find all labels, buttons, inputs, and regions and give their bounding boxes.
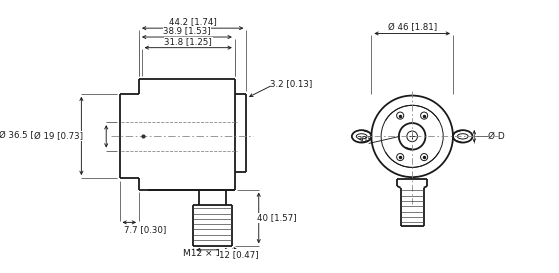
Text: 3.2 [0.13]: 3.2 [0.13] — [269, 79, 312, 88]
Text: 30°: 30° — [357, 136, 372, 145]
Text: 38.9 [1.53]: 38.9 [1.53] — [163, 26, 211, 35]
Text: Ø 19 [0.73]: Ø 19 [0.73] — [34, 132, 83, 141]
Text: Ø 36.5 [1.44]: Ø 36.5 [1.44] — [0, 131, 56, 140]
Text: 31.8 [1.25]: 31.8 [1.25] — [164, 37, 212, 46]
Text: Ø 46 [1.81]: Ø 46 [1.81] — [387, 23, 437, 32]
Text: 7.7 [0.30]: 7.7 [0.30] — [124, 225, 167, 234]
Text: M12 × 1: M12 × 1 — [183, 249, 221, 258]
Text: 44.2 [1.74]: 44.2 [1.74] — [169, 17, 216, 26]
Text: Ø D: Ø D — [489, 132, 505, 141]
Text: 12 [0.47]: 12 [0.47] — [220, 250, 259, 259]
Text: 40 [1.57]: 40 [1.57] — [257, 213, 296, 222]
